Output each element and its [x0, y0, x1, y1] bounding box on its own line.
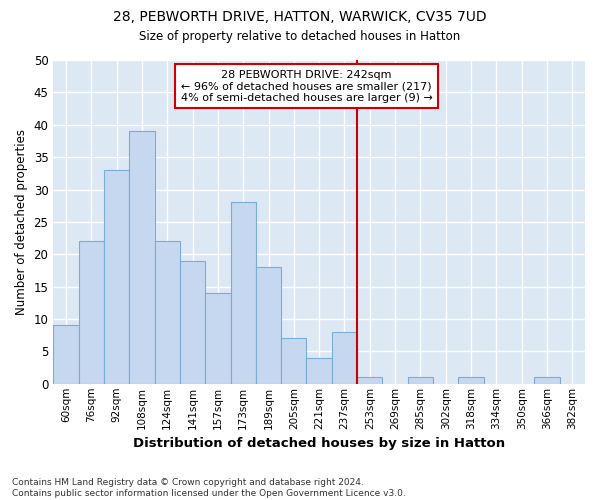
Bar: [205, 293, 230, 384]
Bar: [155, 242, 180, 384]
Bar: [180, 260, 205, 384]
Text: 28, PEBWORTH DRIVE, HATTON, WARWICK, CV35 7UD: 28, PEBWORTH DRIVE, HATTON, WARWICK, CV3…: [113, 10, 487, 24]
Bar: [408, 378, 433, 384]
Bar: [307, 358, 332, 384]
Bar: [458, 378, 484, 384]
Text: 28 PEBWORTH DRIVE: 242sqm
← 96% of detached houses are smaller (217)
4% of semi-: 28 PEBWORTH DRIVE: 242sqm ← 96% of detac…: [181, 70, 433, 103]
Bar: [79, 242, 104, 384]
Bar: [281, 338, 307, 384]
Text: Contains HM Land Registry data © Crown copyright and database right 2024.
Contai: Contains HM Land Registry data © Crown c…: [12, 478, 406, 498]
Bar: [256, 267, 281, 384]
Text: Size of property relative to detached houses in Hatton: Size of property relative to detached ho…: [139, 30, 461, 43]
Bar: [535, 378, 560, 384]
Bar: [129, 131, 155, 384]
X-axis label: Distribution of detached houses by size in Hatton: Distribution of detached houses by size …: [133, 437, 505, 450]
Y-axis label: Number of detached properties: Number of detached properties: [15, 129, 28, 315]
Bar: [332, 332, 357, 384]
Bar: [104, 170, 129, 384]
Bar: [357, 378, 382, 384]
Bar: [53, 326, 79, 384]
Bar: [230, 202, 256, 384]
